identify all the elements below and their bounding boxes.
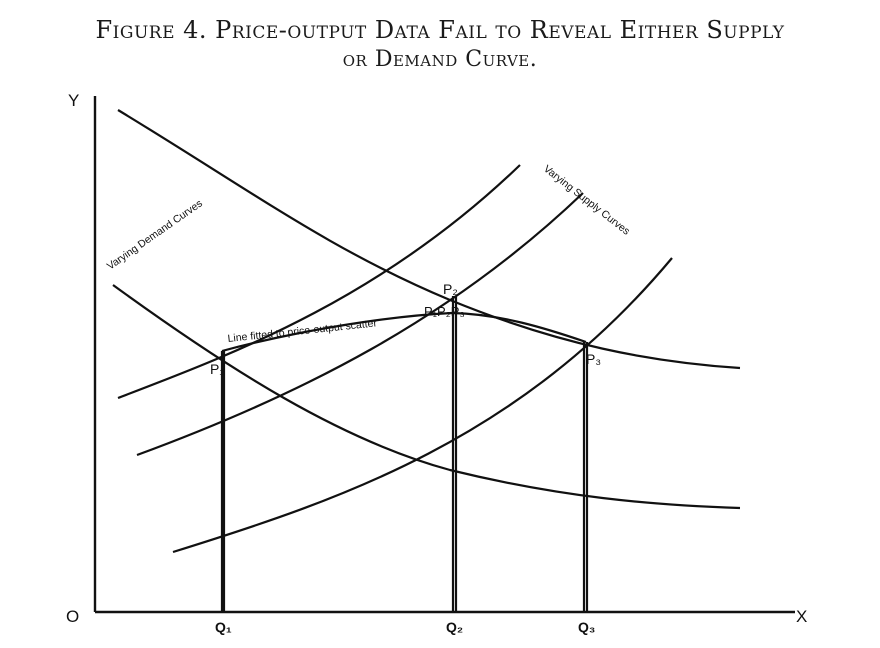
origin-label: O bbox=[66, 607, 79, 626]
figure-title-line-2: or Demand Curve. bbox=[342, 47, 538, 72]
point-p1-label: P₁ bbox=[210, 361, 224, 377]
supply-curve-3 bbox=[172, 257, 673, 554]
supply-curve-2 bbox=[136, 192, 584, 457]
demand-curve-upper bbox=[117, 109, 741, 370]
fitted-line bbox=[221, 311, 587, 353]
supply-curves-annotation: Varying Supply Curves bbox=[541, 163, 632, 238]
point-p3-label: P₃ bbox=[586, 351, 601, 367]
q1-label: Q₁ bbox=[215, 619, 232, 635]
supply-curve-1 bbox=[117, 164, 521, 400]
demand-curves-annotation: Varying Demand Curves bbox=[105, 197, 205, 272]
point-cluster-label: P₁P₂P₃ bbox=[424, 304, 465, 319]
point-p2-upper-label: P₂ bbox=[443, 281, 458, 297]
q3-label: Q₃ bbox=[578, 619, 595, 635]
y-axis-label: Y bbox=[68, 91, 79, 110]
x-axis-label: X bbox=[796, 607, 807, 626]
q2-label: Q₂ bbox=[446, 619, 463, 635]
figure-title-line-1: Figure 4. Price-output Data Fail to Reve… bbox=[95, 16, 785, 44]
fitted-line-annotation: Line fitted to price-output scatter bbox=[227, 317, 378, 345]
demand-curve-lower bbox=[112, 284, 741, 510]
